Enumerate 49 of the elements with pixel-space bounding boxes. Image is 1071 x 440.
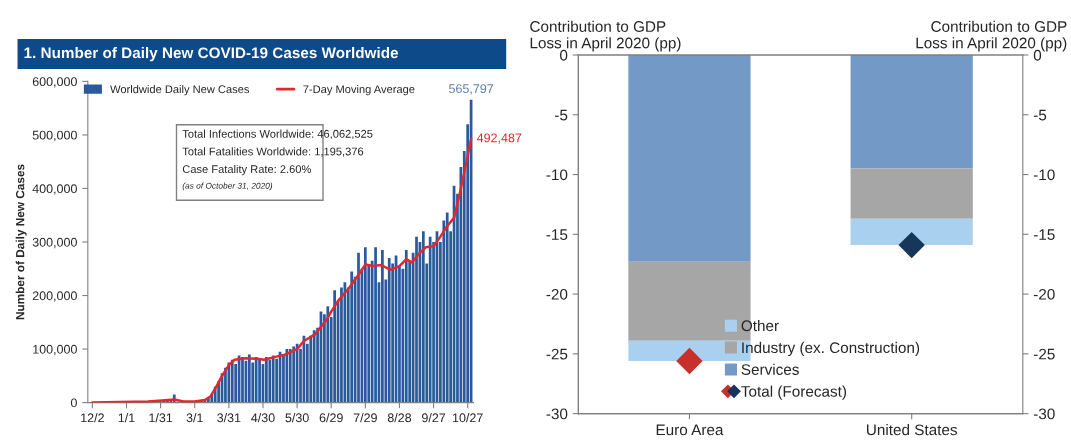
x-tick-label: 12/2 bbox=[81, 413, 104, 423]
data-label: 565,797 bbox=[449, 84, 494, 95]
y-tick-label: 0 bbox=[70, 398, 77, 408]
legend-label: Total (Forecast) bbox=[741, 385, 847, 400]
y2-tick-label: -30 bbox=[1033, 408, 1055, 420]
annotation: Case Fatality Rate: 2.60% bbox=[182, 164, 311, 176]
legend-label: Worldwide Daily New Cases bbox=[110, 84, 250, 96]
y2-tick-label: -20 bbox=[1033, 288, 1055, 300]
y-tick-label: 200,000 bbox=[32, 291, 77, 302]
x-tick-label: 8/28 bbox=[387, 413, 412, 423]
x-tick-label: 1/31 bbox=[149, 413, 173, 423]
x-tick-label: 1/1 bbox=[118, 413, 135, 423]
x-tick-label: Euro Area bbox=[656, 424, 724, 436]
y-tick-label: -5 bbox=[555, 109, 568, 121]
annotation: Total Fatalities Worldwide: 1,195,376 bbox=[182, 147, 364, 157]
y-tick-label: -15 bbox=[546, 229, 568, 240]
annotation: Total Infections Worldwide: 46,062,525 bbox=[182, 129, 373, 140]
y-tick-label: -10 bbox=[546, 169, 568, 181]
x-tick-label: 3/31 bbox=[217, 413, 241, 423]
y2-tick-label: -10 bbox=[1033, 169, 1055, 181]
y-axis-title: Number of Daily New Cases bbox=[15, 164, 27, 320]
y-tick-label: -25 bbox=[546, 348, 568, 360]
x-tick-label: 7/29 bbox=[353, 413, 377, 423]
y-tick-label: 300,000 bbox=[32, 237, 77, 249]
annotation: (as of October 31, 2020) bbox=[182, 182, 273, 191]
x-tick-label: 9/27 bbox=[422, 413, 446, 423]
legend-label: Services bbox=[741, 363, 799, 375]
y-tick-label: -20 bbox=[546, 288, 568, 300]
y-tick-label: 600,000 bbox=[32, 77, 77, 88]
x-tick-label: 5/30 bbox=[285, 413, 309, 423]
y2-tick-label: -25 bbox=[1033, 348, 1055, 360]
y2-tick-label: -15 bbox=[1033, 229, 1055, 240]
y-tick-label: 0 bbox=[560, 49, 568, 61]
x-tick-label: 4/30 bbox=[251, 413, 275, 423]
legend-label: 7-Day Moving Average bbox=[303, 84, 415, 96]
data-label: 492,487 bbox=[476, 133, 522, 144]
legend-label: Industry (ex. Construction) bbox=[742, 341, 920, 357]
y2-tick-label: -5 bbox=[1033, 109, 1047, 121]
chart-title: 1. Number of Daily New COVID-19 Cases Worldwide bbox=[24, 47, 399, 62]
y-tick-label: 100,000 bbox=[33, 344, 77, 356]
x-tick-label: United States bbox=[867, 424, 957, 436]
legend-label: Other bbox=[741, 319, 779, 332]
x-tick-label: 6/29 bbox=[319, 413, 343, 423]
y-tick-label: -30 bbox=[546, 408, 568, 420]
y2-tick-label: 0 bbox=[1033, 49, 1042, 61]
x-tick-label: 3/1 bbox=[186, 413, 203, 423]
x-tick-label: 10/27 bbox=[453, 413, 483, 423]
y-tick-label: 500,000 bbox=[32, 130, 77, 142]
y-tick-label: 400,000 bbox=[32, 184, 77, 195]
